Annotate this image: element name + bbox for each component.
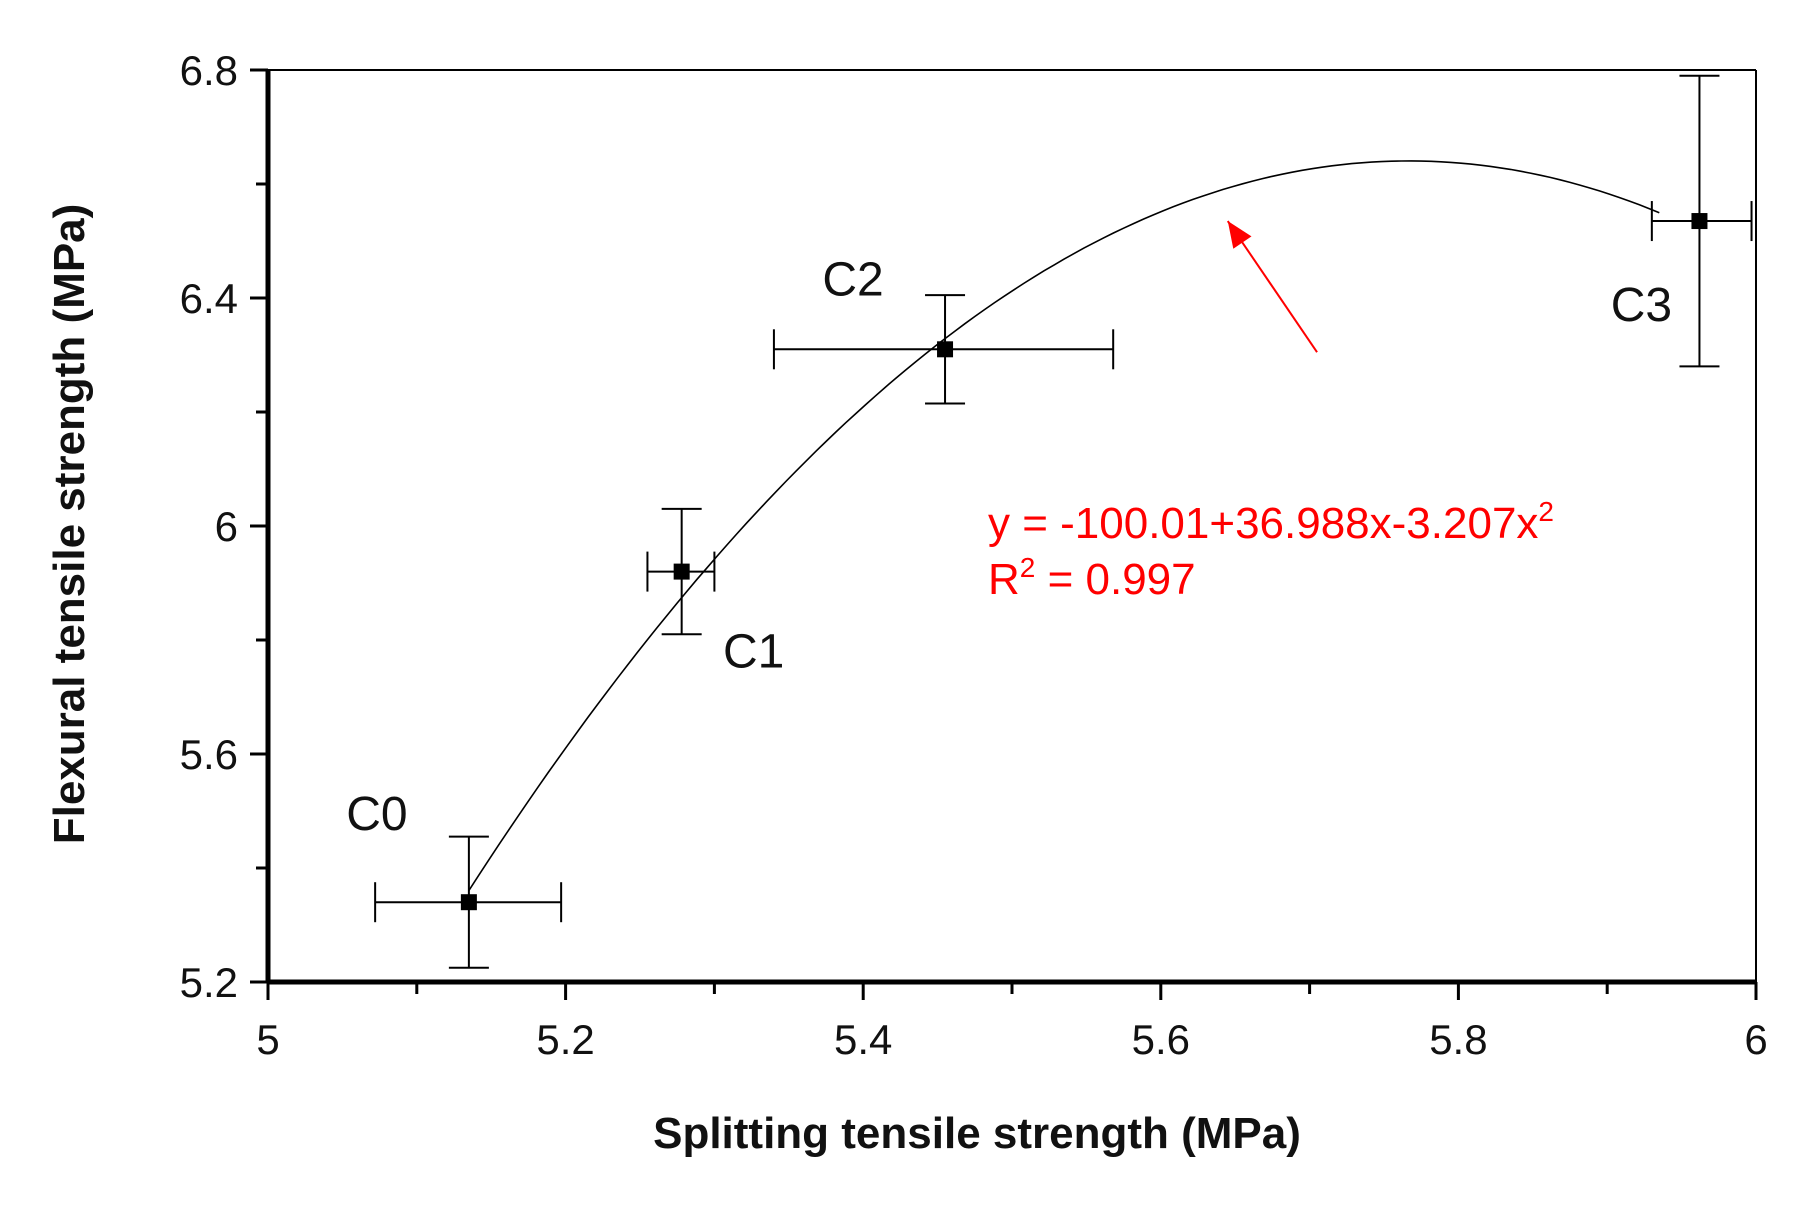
y-axis-title: Flexural tensile strength (MPa) [45, 204, 94, 845]
point-labels-layer: C0 C1 C2 C3 [346, 253, 1672, 841]
ticks-layer: 5 5.2 5.4 5.6 5.8 6 5.2 5.6 6 6.4 6.8 [180, 47, 1768, 1063]
data-point-marker [1691, 213, 1708, 230]
r-squared-exponent: 2 [1020, 552, 1036, 583]
x-tick-label: 6 [1744, 1016, 1767, 1063]
fit-equation-main: y = -100.01+36.988x-3.207x [988, 499, 1538, 548]
annotation-arrow-line [1226, 220, 1318, 353]
data-point-marker [937, 341, 954, 358]
y-tick-label: 5.2 [180, 959, 238, 1006]
fit-equation: y = -100.01+36.988x-3.207x2 [988, 496, 1554, 548]
point-label: C1 [723, 626, 784, 679]
markers-layer [460, 213, 1708, 911]
point-label: C2 [822, 253, 883, 306]
fit-curve [468, 160, 1660, 891]
fit-equation-exponent: 2 [1538, 496, 1554, 527]
x-axis-title: Splitting tensile strength (MPa) [653, 1109, 1301, 1158]
x-tick-label: 5.6 [1132, 1016, 1190, 1063]
x-tick-label: 5.4 [834, 1016, 892, 1063]
x-tick-label: 5 [256, 1016, 279, 1063]
x-tick-label: 5.2 [536, 1016, 594, 1063]
annotation-layer [1226, 220, 1318, 353]
data-point-marker [673, 563, 690, 580]
point-label: C3 [1611, 279, 1672, 332]
x-tick-label: 5.8 [1429, 1016, 1487, 1063]
annotation-arrow-head [1227, 221, 1252, 249]
point-label: C0 [346, 788, 407, 841]
r-squared: R2 = 0.997 [988, 552, 1196, 604]
data-point-marker [460, 894, 477, 911]
r-squared-value: = 0.997 [1035, 555, 1195, 604]
y-tick-label: 6.8 [180, 47, 238, 94]
y-tick-label: 6 [215, 503, 238, 550]
y-tick-label: 5.6 [180, 731, 238, 778]
r-squared-r: R [988, 555, 1020, 604]
fit-curve-layer [468, 160, 1660, 891]
y-tick-label: 6.4 [180, 275, 238, 322]
